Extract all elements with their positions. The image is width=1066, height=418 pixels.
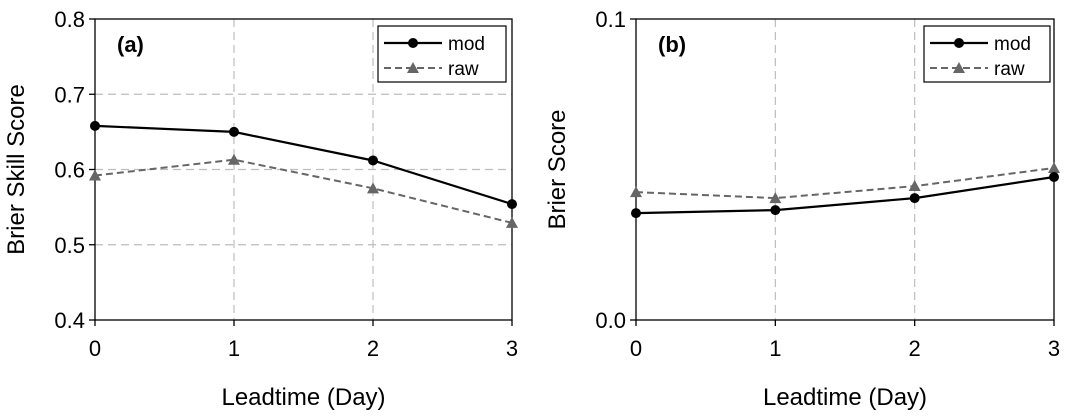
x-tick-label: 3: [506, 336, 518, 361]
y-axis-label: Brier Score: [544, 109, 571, 229]
data-point-mod: [368, 155, 378, 166]
data-point-raw: [367, 182, 379, 194]
data-point-mod: [770, 205, 781, 216]
legend-marker-mod: [954, 38, 964, 48]
data-point-raw: [630, 186, 642, 198]
y-tick-label: 0.5: [54, 233, 85, 258]
y-axis-label: Brier Skill Score: [3, 84, 30, 255]
chart-panel-b: 0 1 2 3 0.0 0.1 Leadtime (Day) Brier Score (b) mo…: [544, 7, 1060, 411]
data-point-raw: [908, 180, 921, 192]
series-line-mod: [635, 175, 1055, 215]
x-tick-label: 0: [89, 336, 101, 361]
legend-marker-raw: [407, 62, 419, 73]
chart-panel-a: 0 1 2 3 0.4 0.5 0.6 0.7 0.8 Leadtime (Day) Brier S…: [3, 7, 518, 411]
data-point-mod: [631, 208, 641, 219]
legend-label-raw: raw: [448, 59, 479, 80]
legend-marker-raw: [953, 62, 965, 73]
data-point-raw: [506, 216, 518, 228]
data-point-mod: [90, 120, 100, 131]
data-point-mod: [1049, 172, 1059, 183]
legend-box: [923, 25, 1051, 83]
panel-label: (b): [658, 32, 686, 57]
data-point-raw: [89, 169, 101, 181]
data-point-mod: [229, 126, 239, 137]
x-axis-label: Leadtime (Day): [221, 384, 385, 411]
series-line-mod: [94, 124, 513, 206]
data-point-raw: [1048, 161, 1060, 173]
x-tick-label: 2: [367, 336, 379, 361]
x-tick-label: 2: [909, 336, 921, 361]
x-tick-label: 1: [228, 336, 240, 361]
legend-marker-mod: [408, 38, 418, 48]
y-tick-label: 0.0: [595, 308, 626, 333]
x-axis-label: Leadtime (Day): [763, 384, 927, 411]
data-point-mod: [909, 193, 920, 204]
y-tick-label: 0.7: [54, 82, 85, 107]
x-tick-label: 3: [1048, 336, 1060, 361]
legend-label-mod: mod: [994, 34, 1031, 55]
series-line-raw: [94, 158, 513, 224]
y-tick-label: 0.6: [54, 158, 85, 183]
legend-label-raw: raw: [994, 59, 1025, 80]
legend: mod raw: [377, 25, 507, 83]
y-tick-label: 0.8: [54, 7, 85, 32]
data-point-mod: [507, 199, 517, 210]
legend-box: [377, 25, 507, 83]
legend-label-mod: mod: [448, 34, 485, 55]
data-point-raw: [228, 153, 240, 165]
y-tick-label: 0.4: [54, 308, 85, 333]
legend: mod raw: [923, 25, 1051, 83]
x-tick-label: 0: [630, 336, 642, 361]
panel-label: (a): [117, 32, 144, 57]
series-line-raw: [635, 167, 1055, 200]
x-tick-label: 1: [769, 336, 781, 361]
y-tick-label: 0.1: [595, 7, 626, 32]
data-point-raw: [769, 192, 782, 204]
